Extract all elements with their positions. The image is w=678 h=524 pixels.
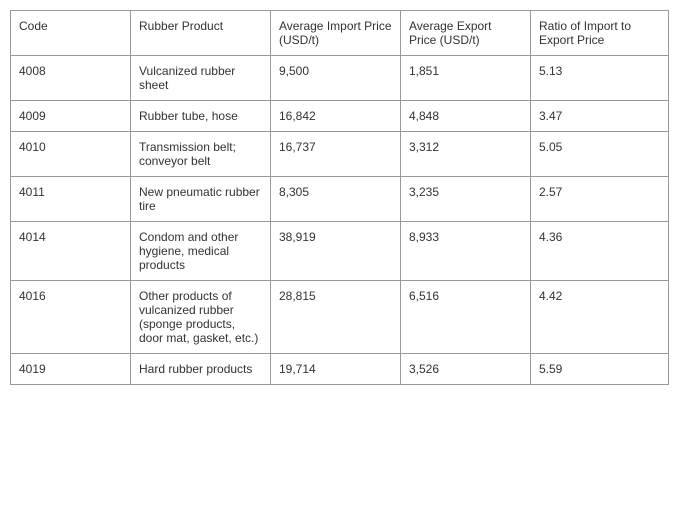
cell-product: New pneumatic rubber tire: [131, 177, 271, 222]
cell-import: 16,842: [271, 101, 401, 132]
cell-code: 4011: [11, 177, 131, 222]
table-row: 4011 New pneumatic rubber tire 8,305 3,2…: [11, 177, 669, 222]
header-product: Rubber Product: [131, 11, 271, 56]
cell-export: 6,516: [401, 281, 531, 354]
cell-import: 16,737: [271, 132, 401, 177]
cell-code: 4008: [11, 56, 131, 101]
cell-code: 4010: [11, 132, 131, 177]
cell-export: 3,526: [401, 354, 531, 385]
table-row: 4009 Rubber tube, hose 16,842 4,848 3.47: [11, 101, 669, 132]
cell-product: Hard rubber products: [131, 354, 271, 385]
table-row: 4019 Hard rubber products 19,714 3,526 5…: [11, 354, 669, 385]
cell-import: 28,815: [271, 281, 401, 354]
cell-ratio: 5.13: [531, 56, 669, 101]
cell-export: 3,235: [401, 177, 531, 222]
header-import: Average Import Price (USD/t): [271, 11, 401, 56]
cell-export: 3,312: [401, 132, 531, 177]
cell-product: Other products of vulcanized rubber (spo…: [131, 281, 271, 354]
cell-import: 38,919: [271, 222, 401, 281]
cell-export: 4,848: [401, 101, 531, 132]
table-header-row: Code Rubber Product Average Import Price…: [11, 11, 669, 56]
cell-ratio: 5.05: [531, 132, 669, 177]
cell-code: 4009: [11, 101, 131, 132]
cell-ratio: 4.42: [531, 281, 669, 354]
table-row: 4014 Condom and other hygiene, medical p…: [11, 222, 669, 281]
header-code: Code: [11, 11, 131, 56]
rubber-products-table: Code Rubber Product Average Import Price…: [10, 10, 669, 385]
cell-product: Condom and other hygiene, medical produc…: [131, 222, 271, 281]
cell-export: 1,851: [401, 56, 531, 101]
cell-ratio: 5.59: [531, 354, 669, 385]
cell-import: 9,500: [271, 56, 401, 101]
cell-product: Transmission belt; conveyor belt: [131, 132, 271, 177]
header-export: Average Export Price (USD/t): [401, 11, 531, 56]
cell-ratio: 4.36: [531, 222, 669, 281]
table-row: 4010 Transmission belt; conveyor belt 16…: [11, 132, 669, 177]
cell-product: Vulcanized rubber sheet: [131, 56, 271, 101]
cell-ratio: 2.57: [531, 177, 669, 222]
cell-ratio: 3.47: [531, 101, 669, 132]
table-row: 4008 Vulcanized rubber sheet 9,500 1,851…: [11, 56, 669, 101]
cell-import: 8,305: [271, 177, 401, 222]
cell-product: Rubber tube, hose: [131, 101, 271, 132]
cell-code: 4019: [11, 354, 131, 385]
cell-code: 4016: [11, 281, 131, 354]
cell-import: 19,714: [271, 354, 401, 385]
cell-code: 4014: [11, 222, 131, 281]
cell-export: 8,933: [401, 222, 531, 281]
table-row: 4016 Other products of vulcanized rubber…: [11, 281, 669, 354]
header-ratio: Ratio of Import to Export Price: [531, 11, 669, 56]
